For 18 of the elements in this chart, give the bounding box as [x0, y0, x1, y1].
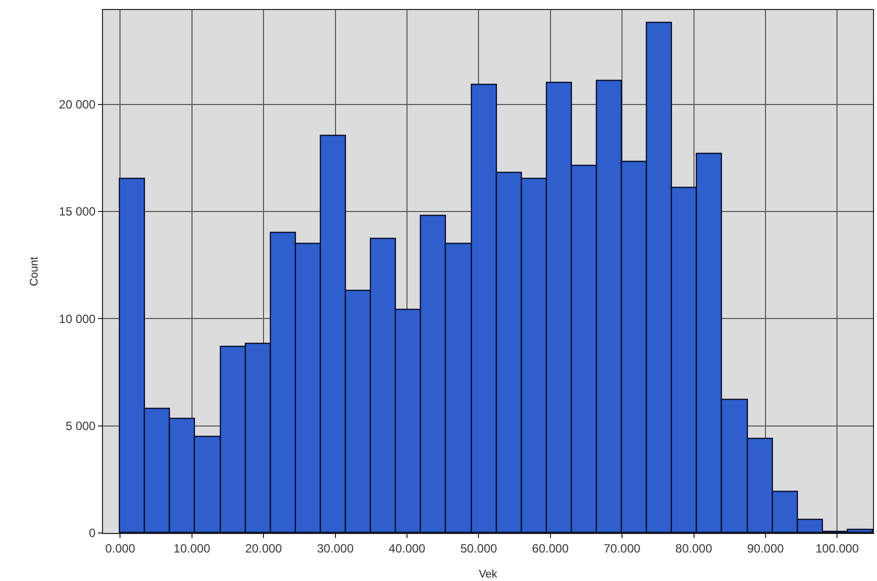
y-tick-label: 20 000	[58, 98, 96, 112]
y-tick-label: 5 000	[66, 419, 96, 434]
x-tick-label: 20.000	[245, 541, 282, 556]
x-tick-label: 10.000	[174, 541, 211, 556]
y-axis-title: Count	[28, 256, 41, 286]
y-tick-label: 0	[88, 526, 96, 540]
x-tick-label: 100.000	[815, 541, 860, 556]
x-tick-label: 60.000	[532, 541, 570, 556]
x-tick-label: 30.000	[316, 541, 354, 556]
y-tick-label: 15 000	[58, 204, 96, 219]
x-tick-label: 40.000	[388, 541, 426, 556]
y-tick-label: 10 000	[58, 312, 96, 326]
x-tick-label: 70.000	[604, 541, 641, 556]
x-tick-label: 0.000	[105, 541, 136, 556]
x-tick-label: 90.000	[747, 541, 784, 556]
x-tick-label: 50.000	[460, 541, 498, 556]
x-tick-label: 80.000	[675, 541, 712, 556]
x-axis-title: Vek	[478, 568, 498, 581]
